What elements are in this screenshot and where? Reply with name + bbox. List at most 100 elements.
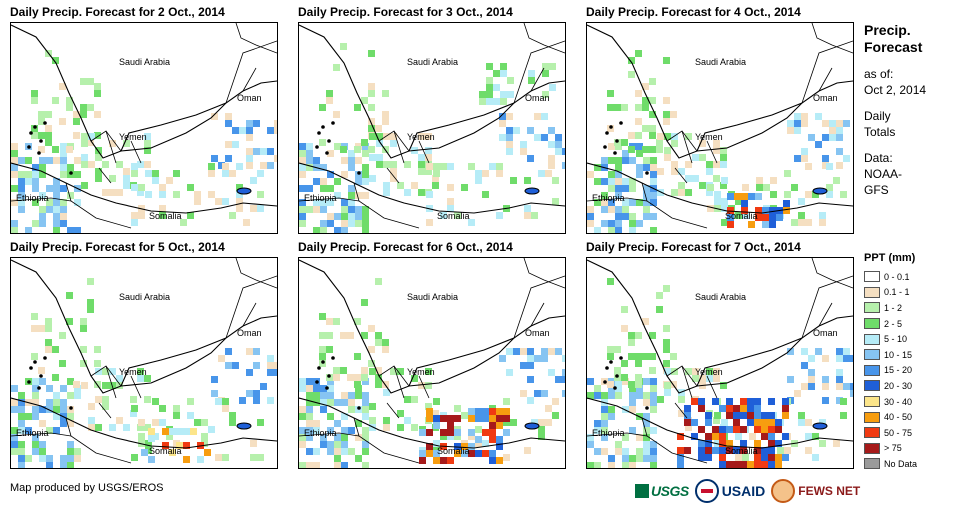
rainfall-cell <box>768 461 775 468</box>
rainfall-cell <box>699 140 706 147</box>
map-label-yemen: Yemen <box>119 132 147 142</box>
rainfall-cell <box>548 141 555 148</box>
rainfall-cell <box>267 127 274 134</box>
rainfall-cell <box>621 360 628 367</box>
rainfall-cell <box>622 178 629 185</box>
rainfall-cell <box>663 118 670 125</box>
island-marker <box>609 125 613 129</box>
rainfall-cell <box>496 415 503 422</box>
rainfall-cell <box>138 212 145 219</box>
rainfall-cell <box>334 227 341 233</box>
rainfall-cell <box>468 450 475 457</box>
rainfall-cell <box>95 147 102 154</box>
rainfall-cell <box>306 143 313 150</box>
rainfall-cell <box>447 457 454 464</box>
rainfall-cell <box>650 462 657 468</box>
boundary-line <box>408 102 515 152</box>
rainfall-cell <box>382 118 389 125</box>
rainfall-cell <box>418 168 425 175</box>
rainfall-cell <box>733 412 740 419</box>
rainfall-cell <box>190 428 197 435</box>
rainfall-cell <box>66 318 73 325</box>
rainfall-cell <box>11 143 18 150</box>
rainfall-cell <box>361 139 368 146</box>
rainfall-cell <box>355 385 362 392</box>
rainfall-cell <box>768 412 775 419</box>
rainfall-cell <box>404 417 411 424</box>
rainfall-cell <box>614 346 621 353</box>
rainfall-cell <box>348 220 355 227</box>
rainfall-cell <box>629 462 636 468</box>
boundary-line <box>90 130 142 184</box>
rainfall-cell <box>95 368 102 375</box>
rainfall-cell <box>425 154 432 161</box>
rainfall-cell <box>432 410 439 417</box>
boundary-line <box>11 162 277 214</box>
rainfall-cell <box>208 170 215 177</box>
rainfall-cell <box>663 57 670 64</box>
rainfall-cell <box>355 392 362 399</box>
rainfall-cell <box>11 448 18 455</box>
island-marker <box>315 380 319 384</box>
data-source-line1: Data: <box>864 151 893 165</box>
rainfall-cell <box>211 390 218 397</box>
rainfall-cell <box>334 420 341 427</box>
rainfall-cell <box>94 83 101 90</box>
rainfall-cell <box>622 199 629 206</box>
rainfall-cell <box>720 154 727 161</box>
rainfall-cell <box>131 405 138 412</box>
rainfall-cell <box>649 367 656 374</box>
rainfall-cell <box>383 389 390 396</box>
rainfall-cell <box>552 198 559 205</box>
rainfall-cell <box>843 348 850 355</box>
rainfall-cell <box>267 148 274 155</box>
rainfall-cell <box>361 367 368 374</box>
rainfall-cell <box>615 192 622 199</box>
rainfall-cell <box>299 164 306 171</box>
rainfall-cell <box>53 399 60 406</box>
rainfall-cell <box>299 213 306 220</box>
boundary-line <box>587 397 853 449</box>
rainfall-cell <box>131 454 138 461</box>
rainfall-cell <box>67 392 74 399</box>
rainfall-cell <box>433 398 440 405</box>
rainfall-cell <box>390 133 397 140</box>
rainfall-cell <box>60 206 67 213</box>
boundary-line <box>666 130 718 184</box>
rainfall-cell <box>11 427 18 434</box>
rainfall-cell <box>615 378 622 385</box>
panel-title: Daily Precip. Forecast for 3 Oct., 2014 <box>298 5 513 19</box>
island-marker <box>29 131 33 135</box>
rainfall-cell <box>60 399 67 406</box>
rainfall-cell <box>102 382 109 389</box>
rainfall-cell <box>183 428 190 435</box>
rainfall-cell <box>643 192 650 199</box>
island-marker <box>33 360 37 364</box>
island-marker <box>317 366 321 370</box>
boundary-line <box>641 417 708 464</box>
rainfall-cell <box>714 198 721 205</box>
legend-label: 0 - 0.1 <box>884 271 910 282</box>
rainfall-cell <box>506 148 513 155</box>
rainfall-cell <box>80 346 87 353</box>
rainfall-cell <box>320 392 327 399</box>
rainfall-cell <box>152 433 159 440</box>
rainfall-cell <box>608 143 615 150</box>
rainfall-cell <box>348 150 355 157</box>
legend-swatch <box>864 427 880 439</box>
rainfall-cell <box>520 348 527 355</box>
rainfall-cell <box>784 447 791 454</box>
rainfall-cell <box>482 191 489 198</box>
rainfall-cell <box>670 353 677 360</box>
rainfall-cell <box>798 198 805 205</box>
rainfall-cell <box>260 148 267 155</box>
rainfall-cell <box>38 118 45 125</box>
rainfall-cell <box>313 157 320 164</box>
rainfall-cell <box>46 157 53 164</box>
rainfall-cell <box>18 178 25 185</box>
rainfall-cell <box>629 185 636 192</box>
legend-swatch <box>864 411 880 423</box>
rainfall-cell <box>552 412 559 419</box>
rainfall-cell <box>38 325 45 332</box>
rainfall-cell <box>369 403 376 410</box>
